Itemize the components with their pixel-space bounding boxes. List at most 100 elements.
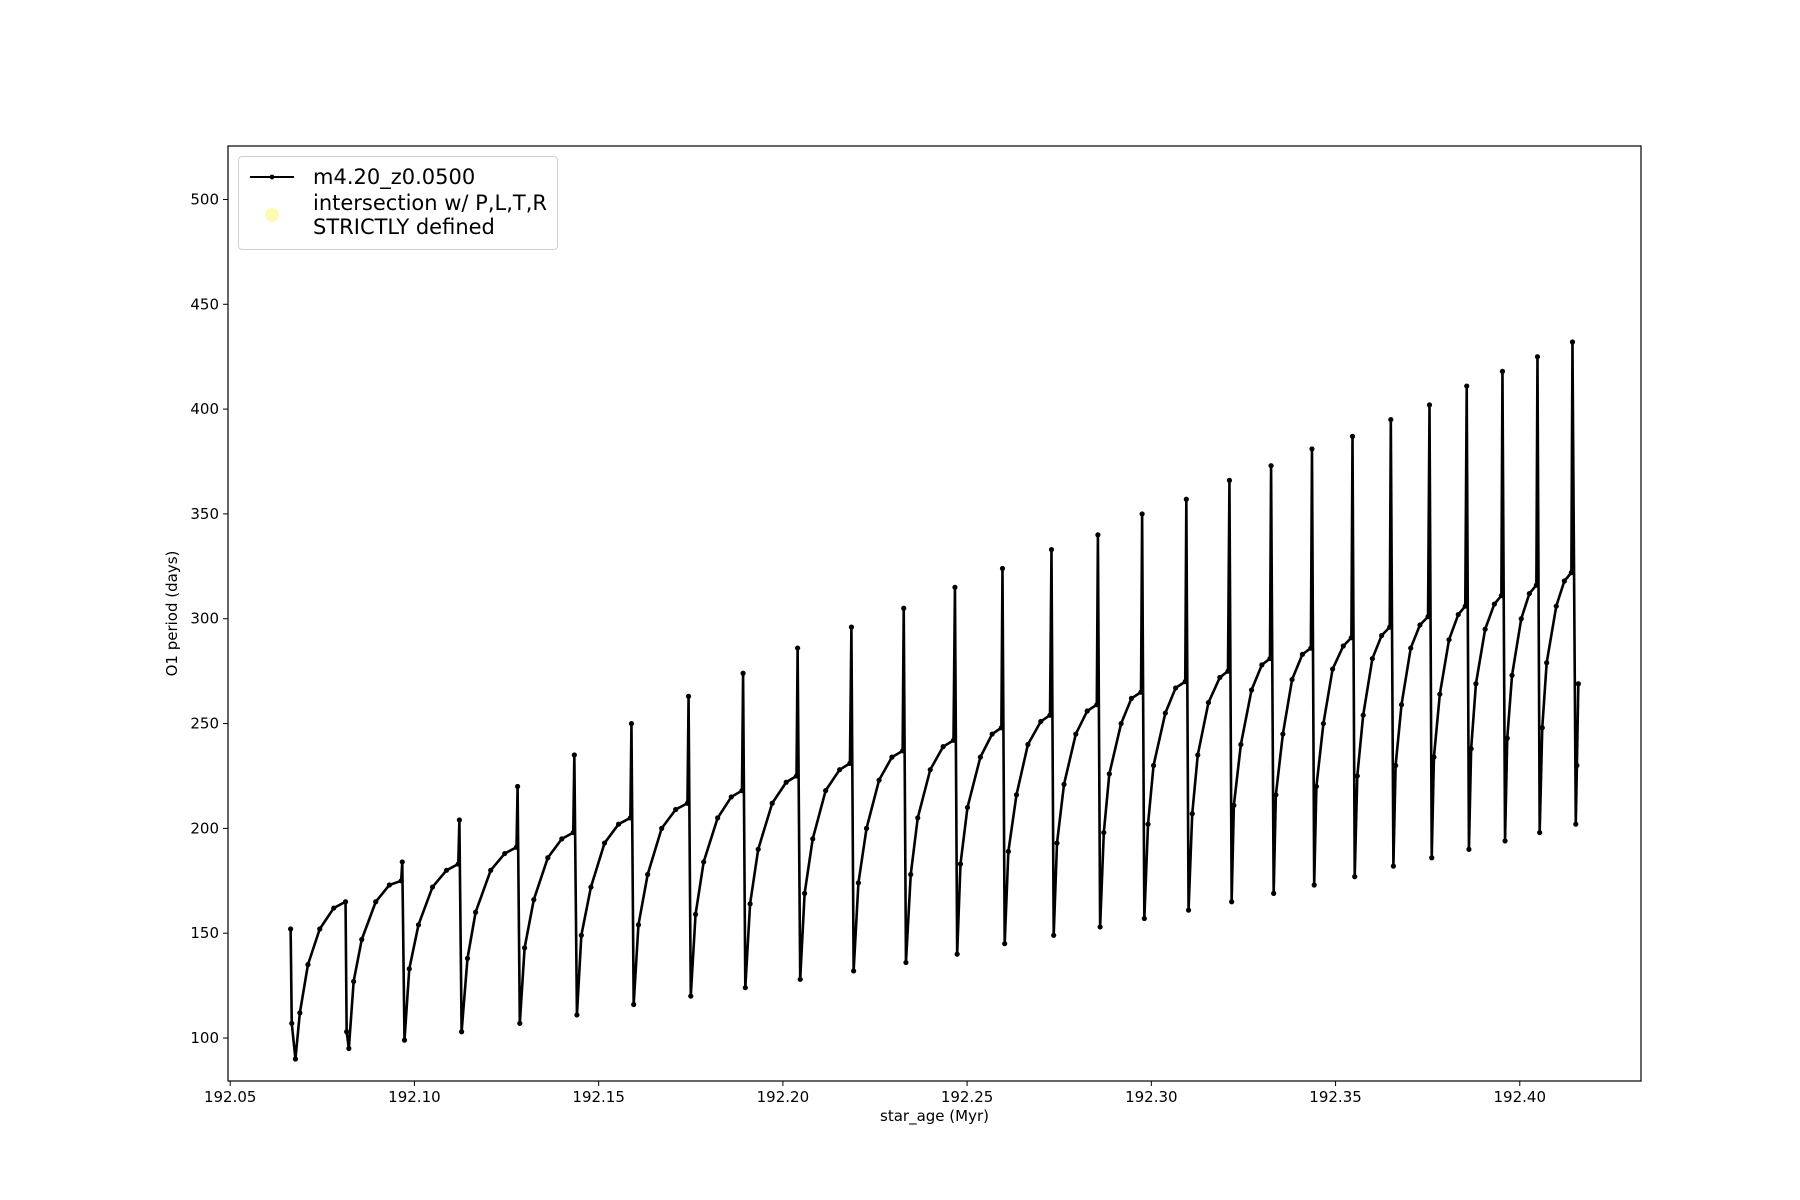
data-point bbox=[1128, 695, 1135, 702]
data-point bbox=[1573, 821, 1579, 827]
data-point bbox=[1533, 582, 1539, 588]
data-point bbox=[1150, 762, 1157, 769]
y-tick-label: 150 bbox=[190, 924, 219, 942]
data-point bbox=[1393, 762, 1399, 769]
data-point bbox=[769, 800, 775, 806]
data-point bbox=[1425, 614, 1431, 620]
data-point bbox=[1417, 622, 1423, 628]
data-point bbox=[472, 909, 479, 915]
data-point bbox=[1498, 593, 1504, 599]
data-point bbox=[488, 867, 494, 873]
data-point bbox=[578, 932, 584, 938]
data-point bbox=[1226, 477, 1233, 483]
data-point bbox=[359, 936, 365, 943]
data-point bbox=[1054, 840, 1060, 846]
data-point bbox=[517, 1020, 523, 1026]
data-point bbox=[588, 884, 594, 890]
data-point bbox=[740, 670, 746, 676]
data-point bbox=[701, 859, 707, 865]
data-point bbox=[876, 777, 882, 783]
data-point bbox=[1308, 645, 1314, 651]
data-point bbox=[747, 901, 753, 907]
data-point bbox=[545, 855, 551, 861]
data-point bbox=[1431, 754, 1437, 760]
data-point bbox=[1101, 829, 1107, 836]
data-point bbox=[1280, 731, 1286, 737]
data-point bbox=[1398, 702, 1405, 708]
data-point bbox=[742, 985, 748, 991]
data-point bbox=[1267, 655, 1273, 662]
data-point bbox=[1061, 781, 1067, 787]
data-point bbox=[559, 836, 565, 842]
data-point bbox=[901, 605, 907, 611]
data-point bbox=[398, 878, 404, 884]
data-point bbox=[1544, 660, 1550, 666]
data-point bbox=[531, 897, 537, 903]
data-point bbox=[1217, 674, 1223, 681]
data-point bbox=[415, 922, 422, 928]
data-point bbox=[977, 754, 983, 760]
data-point bbox=[847, 760, 853, 766]
data-point bbox=[1095, 532, 1101, 538]
data-point bbox=[684, 800, 691, 806]
data-point bbox=[1248, 687, 1255, 693]
data-point bbox=[615, 821, 622, 827]
y-tick-label: 350 bbox=[190, 505, 219, 523]
data-point bbox=[1051, 932, 1057, 938]
plot-area bbox=[288, 339, 1581, 1062]
data-point bbox=[570, 829, 576, 836]
data-point bbox=[957, 861, 964, 867]
data-point bbox=[1320, 720, 1326, 727]
data-point bbox=[1185, 907, 1192, 913]
data-point bbox=[1038, 718, 1044, 725]
data-point bbox=[1466, 846, 1472, 852]
data-point bbox=[1141, 915, 1147, 922]
data-point bbox=[1360, 712, 1366, 718]
data-point bbox=[346, 1045, 352, 1052]
legend-entry: intersection w/ P,L,T,R STRICTLY defined bbox=[247, 191, 547, 239]
data-point bbox=[685, 693, 692, 699]
data-point bbox=[1138, 689, 1144, 695]
data-point bbox=[793, 773, 800, 779]
data-point bbox=[1553, 603, 1559, 609]
y-tick-label: 500 bbox=[190, 190, 219, 208]
data-point bbox=[1259, 662, 1265, 668]
data-point bbox=[848, 624, 855, 630]
data-point bbox=[1073, 731, 1079, 737]
data-point bbox=[1387, 624, 1393, 630]
data-point bbox=[429, 884, 436, 890]
data-point bbox=[456, 817, 462, 823]
data-point bbox=[1388, 416, 1394, 423]
data-point bbox=[289, 1020, 295, 1026]
data-point bbox=[1491, 601, 1497, 607]
data-point bbox=[1561, 578, 1567, 584]
data-point bbox=[1473, 681, 1479, 687]
data-point bbox=[1349, 433, 1356, 439]
legend-key bbox=[265, 208, 279, 222]
data-point bbox=[1013, 792, 1020, 798]
data-point bbox=[635, 922, 642, 928]
data-point bbox=[1225, 668, 1231, 674]
data-point bbox=[1005, 848, 1011, 855]
legend-label: intersection w/ P,L,T,R STRICTLY defined bbox=[313, 191, 547, 239]
data-point bbox=[1182, 679, 1188, 685]
data-point bbox=[1499, 368, 1506, 374]
x-tick-label: 192.05 bbox=[204, 1088, 257, 1106]
data-point bbox=[1313, 783, 1319, 790]
y-axis-label: O1 period (days) bbox=[163, 551, 181, 677]
data-point bbox=[406, 966, 412, 972]
data-point bbox=[1437, 691, 1443, 697]
data-point bbox=[344, 1029, 350, 1035]
data-point bbox=[627, 815, 633, 821]
data-point bbox=[515, 783, 521, 790]
data-point bbox=[954, 951, 960, 957]
data-point bbox=[1455, 611, 1461, 618]
data-point bbox=[1097, 924, 1103, 930]
y-tick-label: 250 bbox=[190, 715, 219, 733]
data-point bbox=[373, 899, 379, 905]
data-point bbox=[810, 836, 816, 842]
data-point bbox=[386, 882, 392, 888]
data-point bbox=[1504, 735, 1510, 741]
data-point bbox=[1106, 771, 1112, 777]
data-point bbox=[1568, 570, 1574, 576]
